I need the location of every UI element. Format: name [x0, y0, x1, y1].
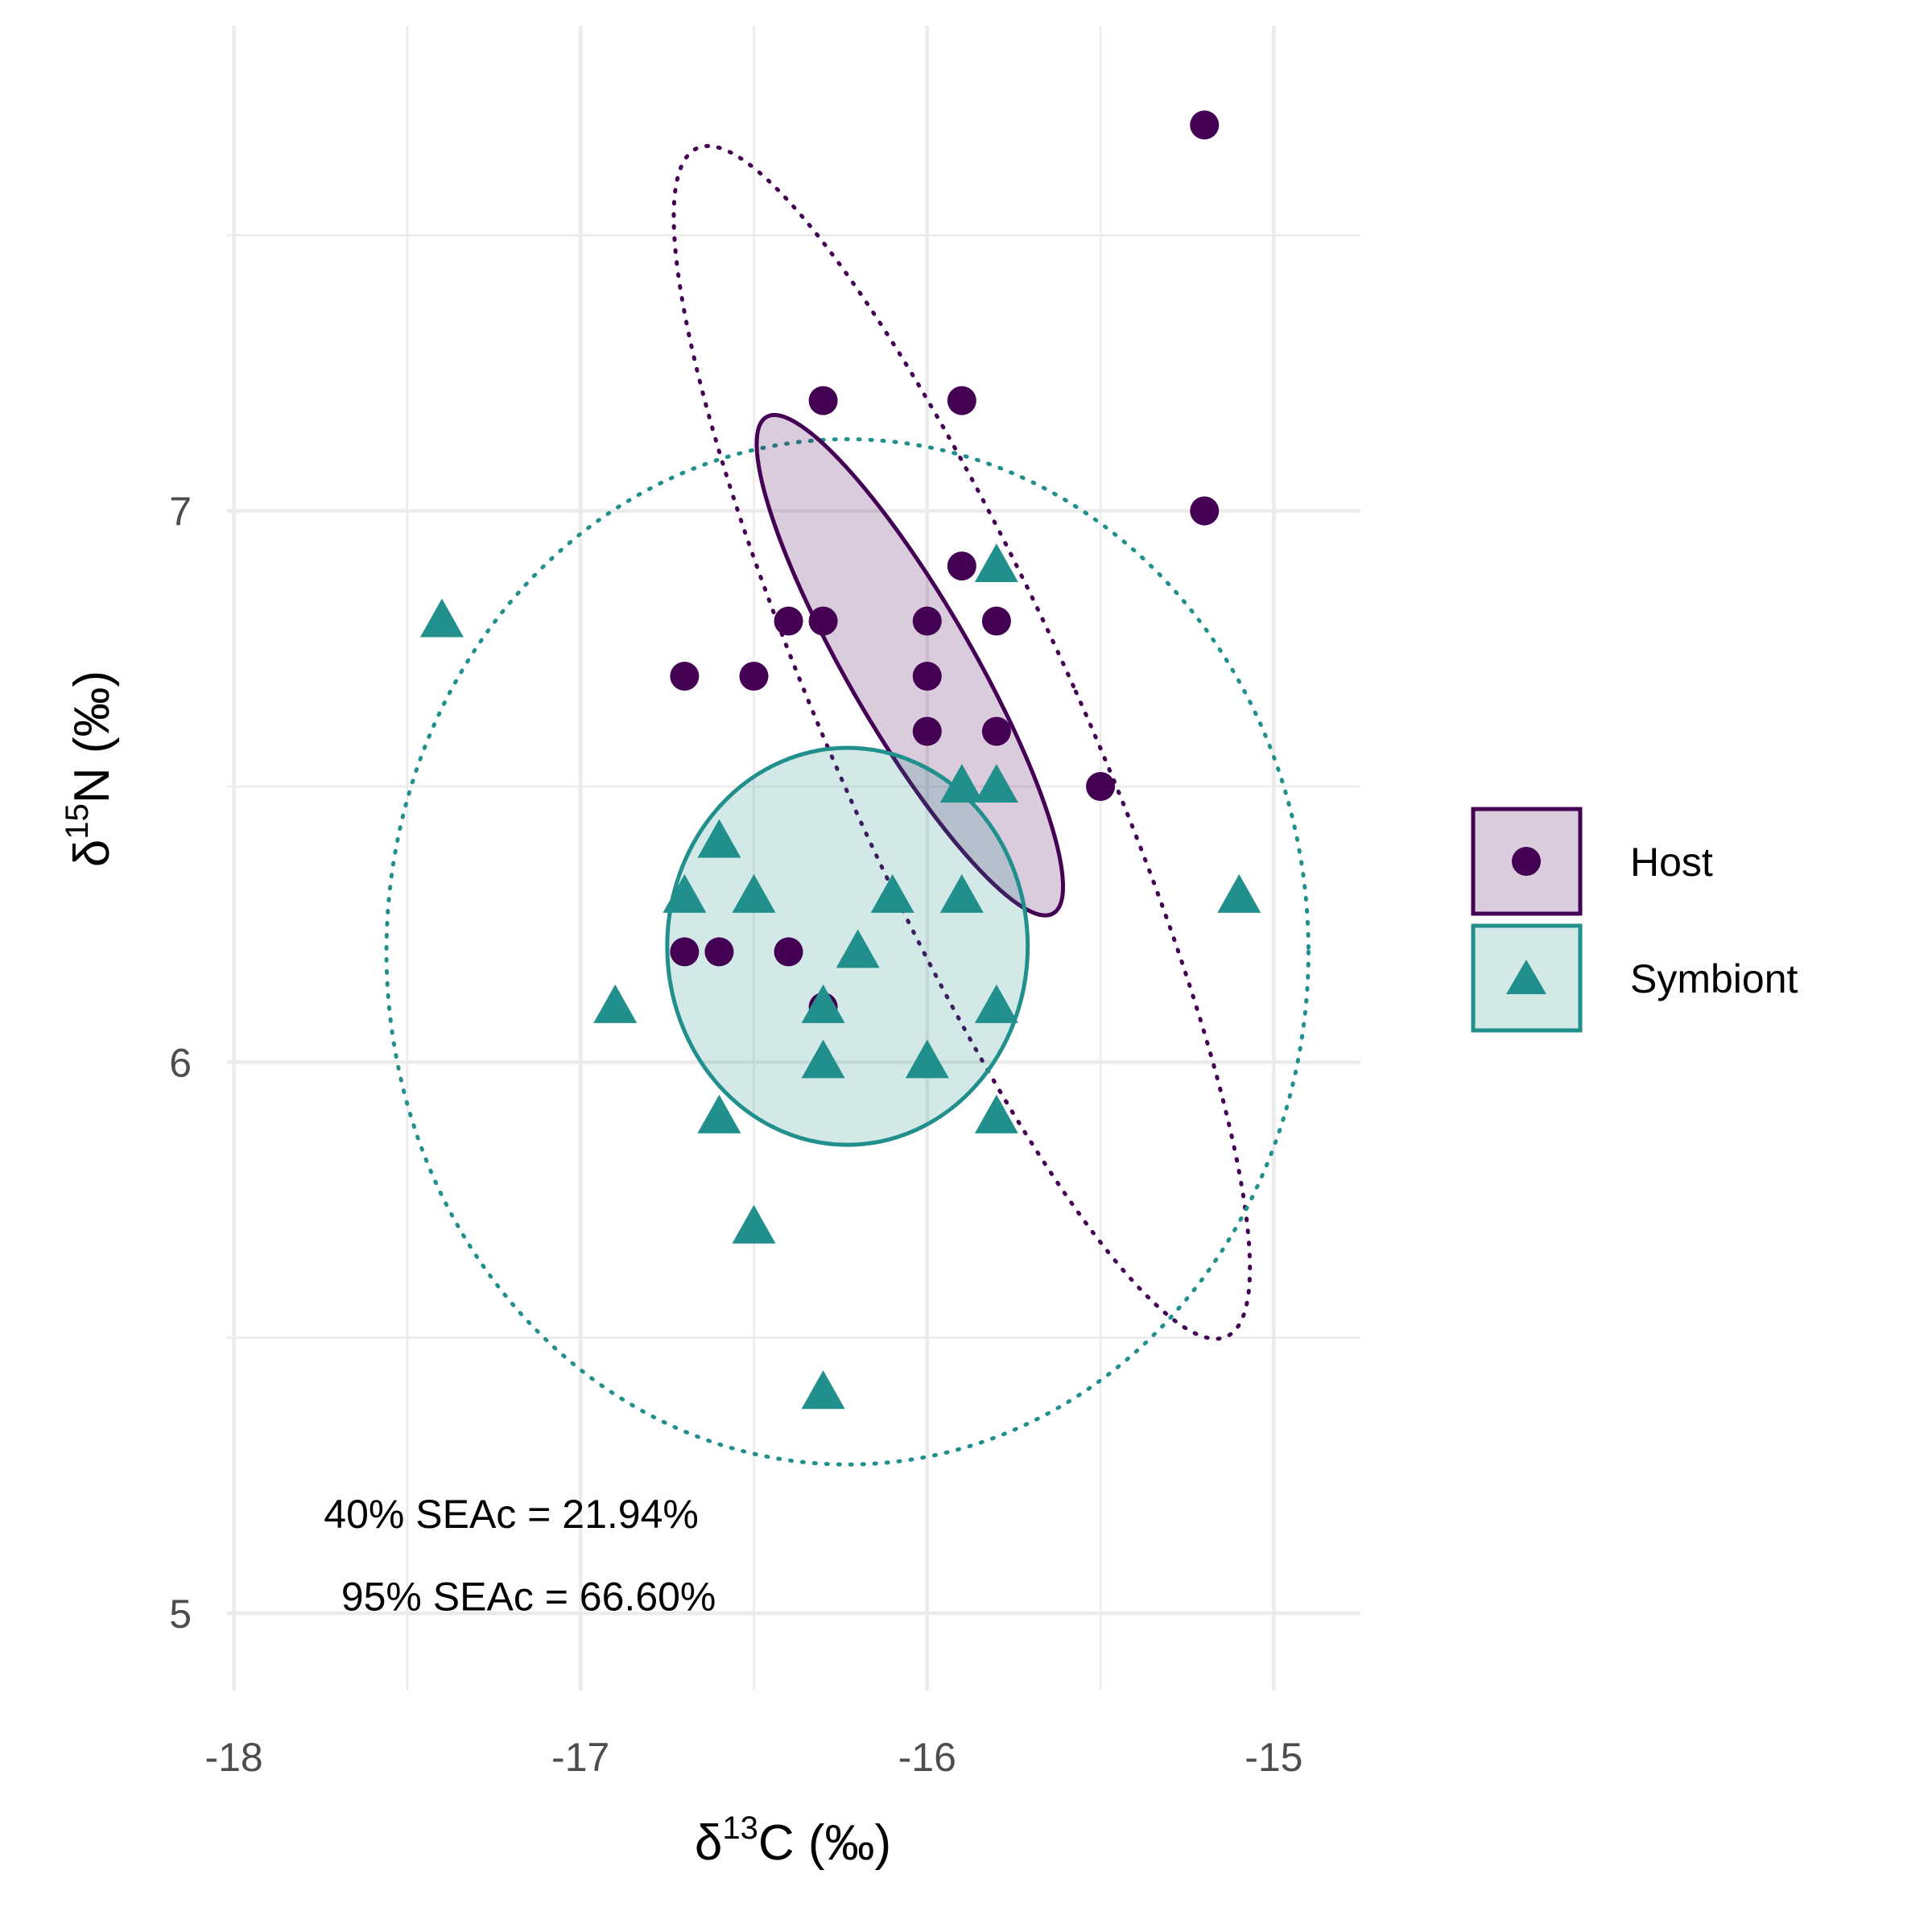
host-point	[912, 716, 942, 746]
y-axis-title-sup: 15	[60, 803, 95, 840]
ellipse-95-layer	[384, 143, 1311, 1467]
host-point	[670, 662, 700, 691]
symbiont-point	[974, 984, 1018, 1023]
symbiont-point	[870, 873, 914, 913]
ellipse-95-symbiont	[384, 437, 1311, 1467]
y-tick-label: 6	[169, 1040, 192, 1085]
host-point	[947, 551, 976, 581]
host-point	[912, 662, 942, 691]
symbiont-point	[801, 984, 845, 1023]
axis-ticks-layer: -18 -17 -16 -15 5 6 7	[169, 489, 1302, 1780]
host-point	[739, 662, 769, 691]
annotations-layer: 40% SEAc = 21.94% 95% SEAc = 66.60%	[324, 1492, 716, 1620]
x-axis-title: δ13C (‰)	[695, 1810, 891, 1871]
y-axis-title-suffix: N (‰)	[64, 671, 120, 803]
symbiont-point	[801, 1039, 845, 1079]
host-point	[808, 606, 838, 636]
host-point	[670, 937, 700, 967]
host-point	[1190, 496, 1220, 526]
y-axis-title: δ15N (‰)	[60, 671, 120, 867]
legend: Host Symbiont	[1471, 807, 1798, 1033]
symbiont-point	[697, 1094, 741, 1133]
symbiont-point	[974, 763, 1018, 803]
host-point	[808, 386, 838, 415]
x-tick-label: -18	[204, 1735, 262, 1780]
x-tick-label: -15	[1245, 1735, 1302, 1780]
data-points-layer	[419, 110, 1261, 1410]
symbiont-point	[697, 819, 741, 858]
y-tick-label: 5	[169, 1591, 192, 1637]
x-axis-title-sup: 13	[722, 1810, 758, 1846]
symbiont-point	[974, 1094, 1018, 1133]
seac-annotation: 95% SEAc = 66.60%	[341, 1575, 716, 1620]
x-axis-title-suffix: C (‰)	[758, 1815, 891, 1871]
symbiont-point	[419, 598, 464, 638]
host-point	[981, 716, 1011, 746]
host-point	[774, 606, 803, 636]
x-tick-label: -17	[551, 1735, 609, 1780]
host-point	[947, 386, 976, 415]
ellipse-95-host	[671, 143, 1253, 1341]
host-point	[704, 937, 734, 967]
symbiont-point	[1217, 873, 1261, 913]
legend-item-symbiont: Symbiont	[1471, 923, 1798, 1033]
host-point	[1190, 110, 1220, 140]
y-axis-title-prefix: δ	[64, 840, 120, 868]
symbiont-point	[939, 873, 984, 913]
legend-host-circle-icon	[1512, 847, 1541, 876]
symbiont-point	[801, 1370, 845, 1410]
panel-grid	[227, 26, 1360, 1690]
symbiont-point	[939, 763, 984, 803]
host-point	[912, 606, 942, 636]
symbiont-point	[974, 543, 1018, 583]
host-point	[774, 937, 803, 967]
legend-label-symbiont: Symbiont	[1630, 956, 1798, 1001]
legend-item-host: Host	[1471, 807, 1713, 916]
x-tick-label: -16	[898, 1735, 956, 1780]
x-axis-title-prefix: δ	[695, 1815, 723, 1871]
symbiont-point	[905, 1039, 949, 1079]
ellipse-40-symbiont	[665, 745, 1030, 1147]
symbiont-point	[732, 873, 776, 913]
y-tick-label: 7	[169, 489, 192, 535]
symbiont-point	[836, 929, 880, 968]
symbiont-point	[593, 984, 638, 1023]
host-point	[981, 606, 1011, 636]
seac-annotation: 40% SEAc = 21.94%	[324, 1492, 699, 1537]
legend-symbiont-triangle-icon	[1506, 960, 1546, 994]
symbiont-point	[663, 873, 707, 913]
legend-label-host: Host	[1630, 840, 1713, 885]
symbiont-point	[732, 1204, 776, 1244]
host-point	[1086, 771, 1116, 801]
